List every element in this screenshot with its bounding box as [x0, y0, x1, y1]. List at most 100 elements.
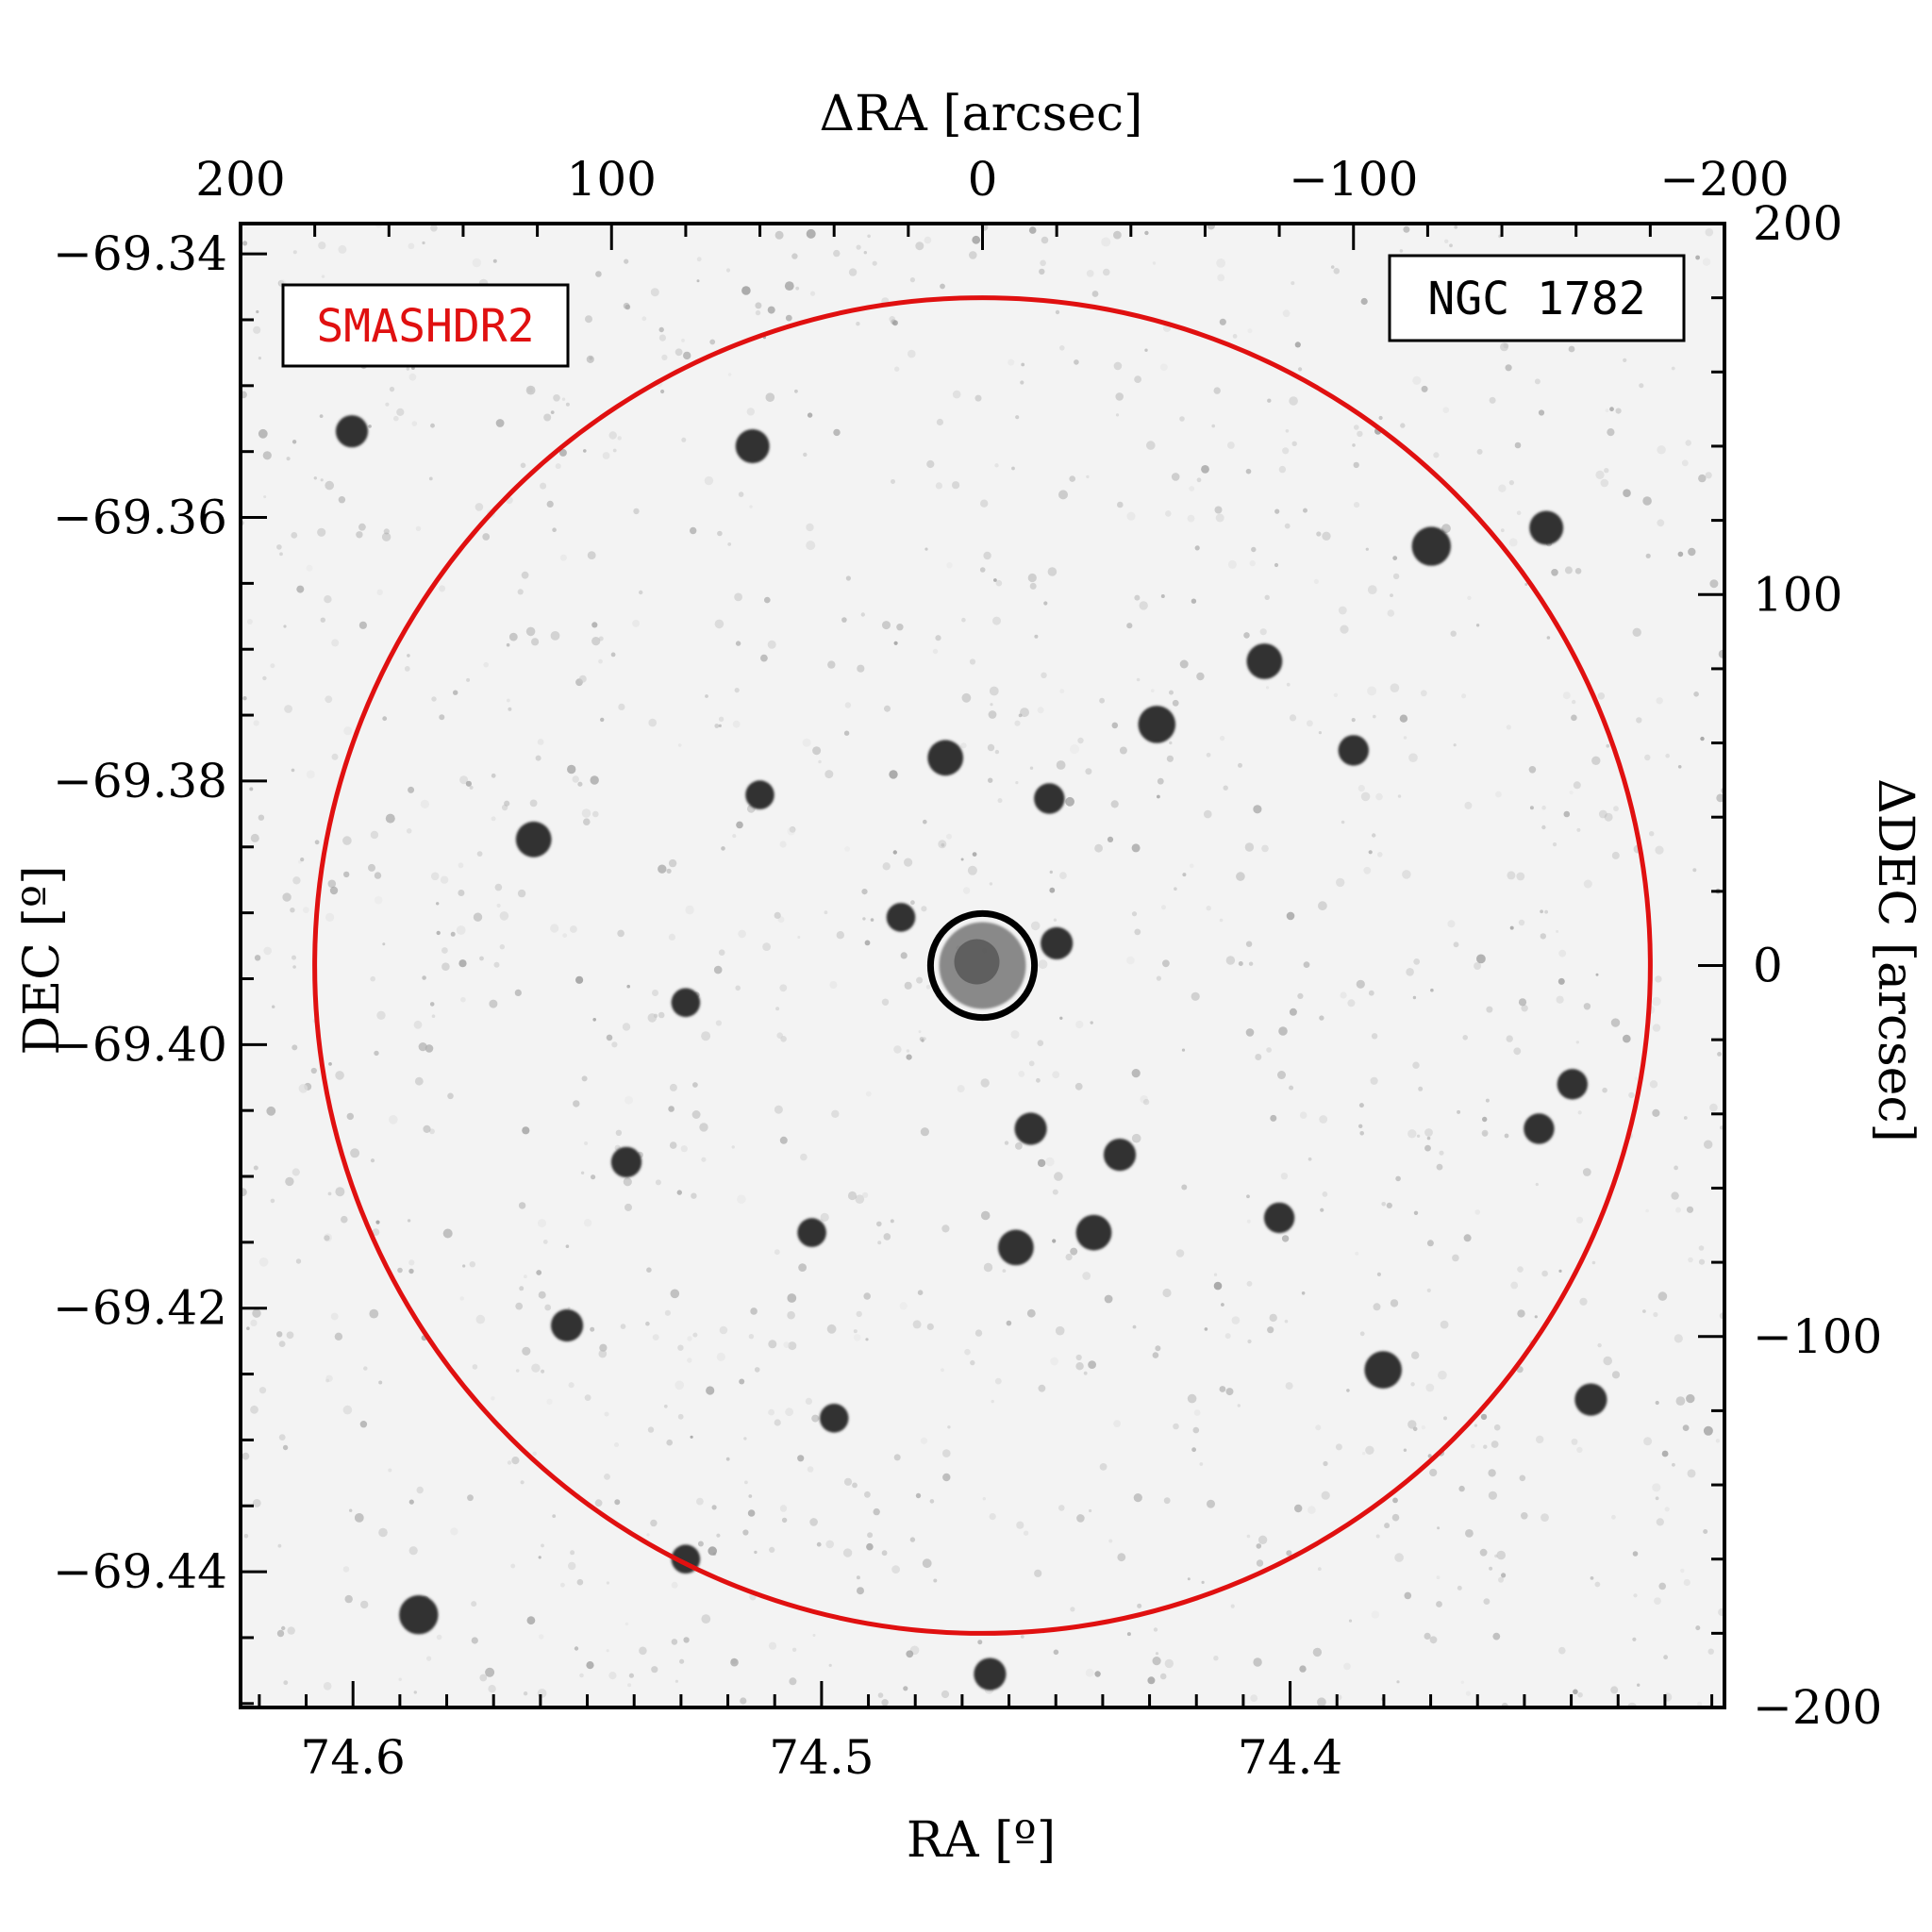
faint-star [408, 1499, 414, 1505]
faint-star [1426, 1288, 1431, 1292]
faint-star [291, 1168, 300, 1176]
faint-star [1534, 378, 1541, 385]
faint-star [1407, 1129, 1417, 1139]
faint-star [287, 1626, 295, 1635]
faint-star [369, 1308, 379, 1319]
faint-star [1632, 1551, 1639, 1557]
faint-star [1465, 1690, 1471, 1696]
faint-star [709, 339, 716, 345]
faint-star [570, 1550, 575, 1556]
faint-star [903, 1686, 908, 1691]
faint-star [735, 641, 741, 646]
faint-star [1538, 409, 1545, 416]
faint-star [1413, 958, 1421, 965]
faint-star [1628, 1091, 1635, 1099]
faint-star [1597, 692, 1606, 700]
faint-star [716, 1352, 725, 1361]
faint-star [283, 1680, 289, 1686]
faint-star [1246, 1280, 1253, 1287]
faint-star [1489, 396, 1496, 404]
faint-star [809, 291, 816, 296]
faint-star [1165, 510, 1172, 517]
faint-star [1253, 1657, 1262, 1667]
faint-star [520, 462, 526, 469]
faint-star [806, 523, 814, 532]
faint-star [538, 1219, 546, 1228]
faint-star [1126, 511, 1136, 521]
faint-star [1049, 887, 1056, 893]
faint-star [844, 702, 852, 708]
faint-star [1082, 1272, 1091, 1280]
bright-star [1138, 706, 1176, 743]
faint-star [1575, 1216, 1584, 1224]
faint-star [945, 1475, 950, 1479]
faint-star [783, 1341, 791, 1348]
faint-star [396, 408, 405, 416]
left-tick-label: −69.34 [53, 226, 227, 281]
faint-star [459, 775, 469, 785]
faint-star [1642, 1309, 1646, 1313]
faint-star [258, 357, 261, 360]
faint-star [1463, 1234, 1472, 1242]
faint-star [1457, 1585, 1462, 1591]
faint-star [374, 872, 382, 879]
faint-star [552, 1514, 557, 1518]
faint-star [891, 479, 895, 484]
faint-star [374, 895, 383, 905]
faint-star [1316, 531, 1322, 537]
faint-star [1571, 714, 1577, 722]
faint-star [855, 1194, 865, 1204]
faint-star [768, 1641, 777, 1650]
faint-star [1011, 466, 1015, 471]
faint-star [570, 925, 577, 933]
faint-star [325, 1374, 333, 1383]
faint-star [1424, 1128, 1433, 1137]
faint-star [436, 902, 440, 906]
faint-star [696, 1497, 704, 1506]
faint-star [1038, 1384, 1046, 1392]
faint-star [1115, 392, 1124, 401]
faint-star [1436, 1601, 1442, 1607]
faint-star [526, 1616, 536, 1625]
faint-star [442, 1228, 453, 1239]
faint-star [1392, 573, 1400, 580]
bright-star [1041, 926, 1074, 960]
faint-star [329, 886, 339, 895]
faint-star [1014, 720, 1021, 726]
faint-star [496, 903, 501, 908]
faint-star [933, 1578, 938, 1583]
faint-star [701, 1157, 707, 1162]
faint-star [1702, 258, 1711, 266]
faint-star [382, 942, 386, 946]
faint-star [1536, 1435, 1544, 1444]
faint-star [843, 730, 850, 736]
faint-star [877, 1241, 882, 1245]
faint-star [633, 508, 640, 515]
faint-star [961, 617, 966, 623]
faint-star [725, 268, 731, 273]
faint-star [517, 889, 526, 898]
faint-star [995, 579, 1003, 587]
bright-star [515, 821, 552, 858]
faint-star [508, 707, 512, 711]
faint-star [719, 1325, 728, 1335]
faint-star [397, 1267, 403, 1274]
faint-star [754, 1367, 760, 1373]
faint-star [591, 1174, 596, 1180]
faint-star [774, 230, 784, 240]
faint-star [774, 911, 781, 920]
faint-star [1687, 1469, 1696, 1478]
faint-star [368, 863, 375, 872]
faint-star [1557, 977, 1565, 985]
faint-star [1698, 1245, 1705, 1251]
faint-star [1573, 1689, 1578, 1695]
faint-star [253, 325, 261, 334]
faint-star [539, 1634, 544, 1640]
faint-star [1142, 1098, 1150, 1106]
faint-star [1028, 1060, 1035, 1067]
faint-star [258, 1387, 267, 1394]
faint-star [1037, 1158, 1046, 1168]
faint-star [1075, 1020, 1084, 1029]
faint-star [1213, 1273, 1218, 1276]
faint-star [450, 1527, 458, 1536]
